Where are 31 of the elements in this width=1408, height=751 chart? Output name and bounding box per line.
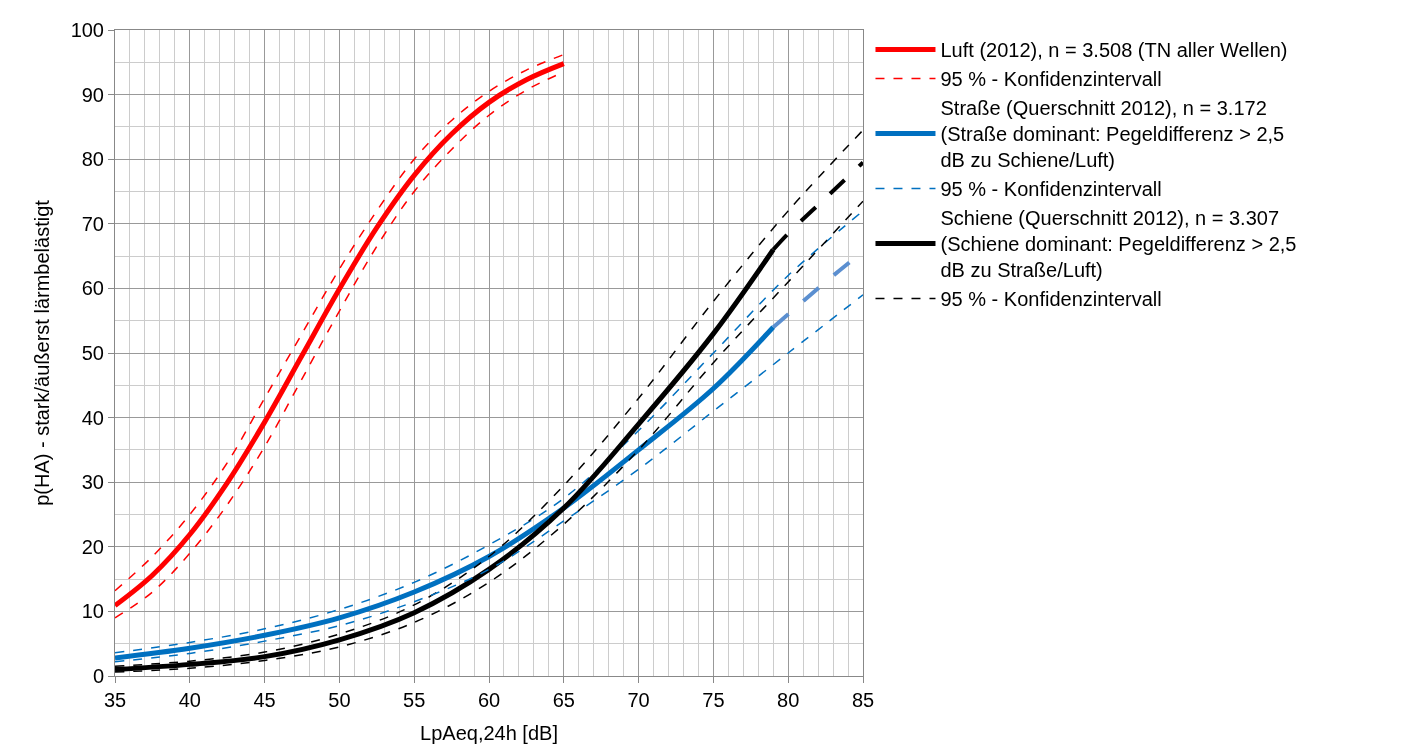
x-tick-label: 50: [328, 689, 351, 711]
line-series: [115, 294, 863, 663]
y-tick-label: 90: [81, 83, 104, 106]
x-tick-label: 60: [477, 689, 501, 711]
legend-label: Schiene (Querschnitt 2012), n = 3.307 (Schiene dominant: Pegeldifferenz > 2,5 dB zu Straße/Luft): [940, 207, 1297, 282]
y-tick-label: 20: [81, 535, 104, 558]
legend-label: Straße (Querschnitt 2012), n = 3.172 (Straße dominant: Pegeldifferenz > 2,5 dB zu Schiene/Luft): [940, 97, 1285, 172]
y-tick-label: 0: [92, 665, 104, 687]
x-tick-label: 80: [777, 689, 800, 711]
legend-label: 95 % - Konfidenzintervall: [940, 288, 1162, 311]
x-axis-title: LpAeq,24h [dB]: [420, 721, 558, 744]
y-tick-label: 50: [81, 342, 104, 364]
x-tick-label: 85: [851, 689, 875, 711]
x-tick-label: 35: [103, 689, 127, 711]
x-tick-label: 70: [627, 689, 650, 711]
y-tick-label: 80: [81, 148, 104, 171]
y-axis-title: p(HA) - stark/äußerst lärmbelästigt: [31, 199, 54, 506]
x-tick-label: 75: [702, 689, 725, 711]
y-tick-label: 40: [81, 406, 104, 429]
y-tick-label: 30: [81, 471, 104, 494]
legend-label: 95 % - Konfidenzintervall: [940, 178, 1162, 201]
x-tick-label: 55: [403, 689, 426, 711]
legend-label: 95 % - Konfidenzintervall: [940, 68, 1162, 91]
y-tick-label: 70: [81, 212, 104, 235]
legend-label: Luft (2012), n = 3.508 (TN aller Wellen): [940, 39, 1288, 62]
y-tick-label: 100: [70, 19, 104, 41]
x-tick-label: 65: [552, 689, 575, 711]
x-tick-label: 45: [253, 689, 276, 711]
y-tick-label: 10: [81, 600, 104, 623]
y-tick-label: 60: [81, 277, 104, 300]
x-tick-label: 40: [178, 689, 201, 711]
